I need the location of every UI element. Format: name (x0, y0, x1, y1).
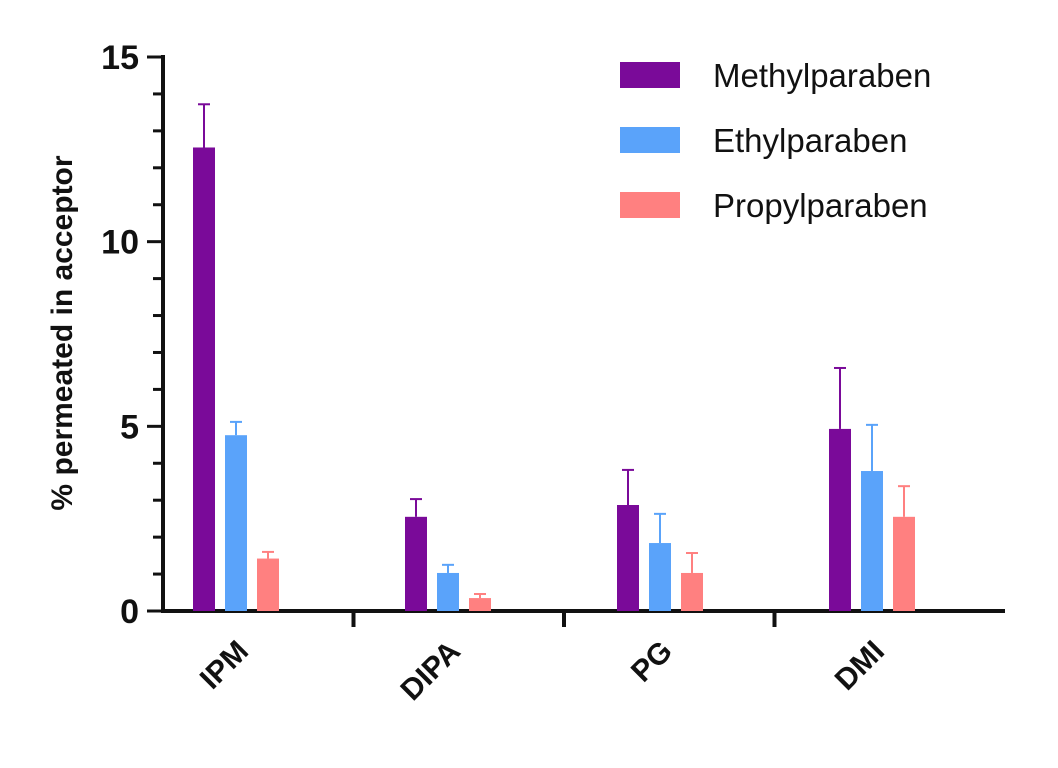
legend-label: Propylparaben (713, 187, 928, 224)
y-tick-label: 15 (101, 39, 139, 77)
y-tick-label: 0 (120, 593, 139, 631)
bar-methylparaben-pg (617, 505, 639, 611)
legend-label: Methylparaben (713, 57, 931, 94)
bar-ethylparaben-ipm (225, 435, 247, 611)
x-tick-label: IPM (194, 635, 255, 696)
x-tick-label: DMI (829, 635, 891, 697)
legend-swatch (620, 192, 680, 218)
y-axis-label: % permeated in acceptor (46, 155, 79, 510)
bar-methylparaben-dipa (405, 516, 427, 611)
bar-propylparaben-pg (681, 572, 703, 611)
bar-propylparaben-dmi (893, 516, 915, 611)
bar-propylparaben-ipm (257, 558, 279, 611)
y-tick-label: 10 (101, 224, 139, 262)
x-tick-label: PG (625, 635, 679, 689)
bar-methylparaben-dmi (829, 428, 851, 611)
bar-methylparaben-ipm (193, 147, 215, 611)
legend-swatch (620, 62, 680, 88)
bar-propylparaben-dipa (469, 598, 491, 611)
y-tick-label: 5 (120, 408, 139, 446)
bar-ethylparaben-dipa (437, 572, 459, 611)
legend-swatch (620, 127, 680, 153)
bar-ethylparaben-pg (649, 543, 671, 611)
bar-ethylparaben-dmi (861, 471, 883, 611)
x-tick-label: DIPA (395, 635, 467, 707)
legend-label: Ethylparaben (713, 122, 907, 159)
